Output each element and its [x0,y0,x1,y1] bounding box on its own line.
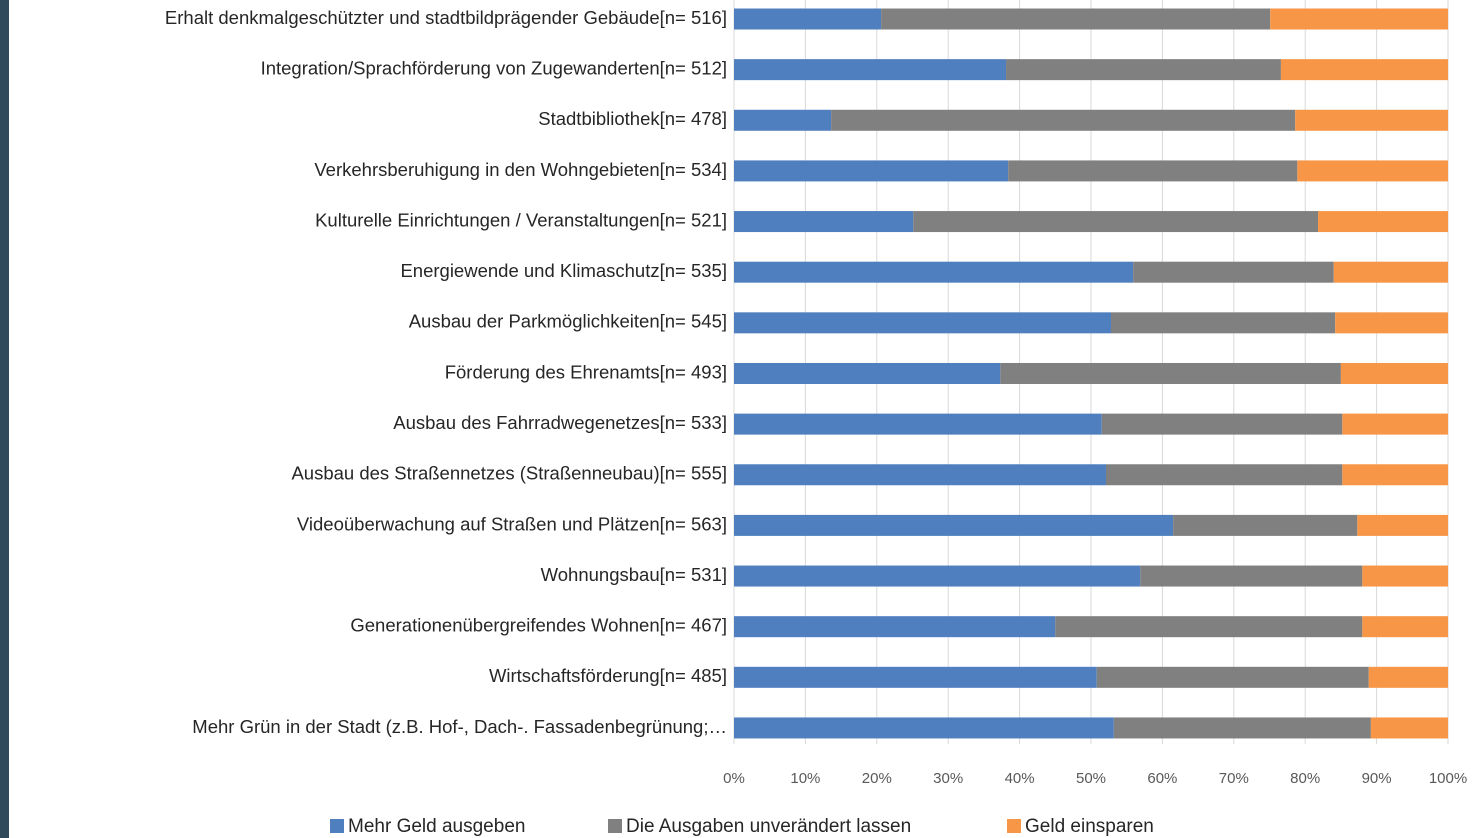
x-tick-label: 80% [1290,770,1320,787]
bar-segment [1318,211,1448,233]
bar-segment [1133,261,1334,283]
x-tick-label: 40% [1005,770,1035,787]
bar-segment [734,362,1001,384]
bar-segment [1368,666,1448,688]
bar-segment [734,666,1097,688]
bar-segment [734,160,1009,182]
bar-segment [734,59,1007,81]
y-tick-label: Ausbau des Straßennetzes (Straßenneubau)… [291,463,727,484]
bar-segment [1342,413,1448,435]
window-edge [0,0,9,838]
bar-segment [734,717,1114,739]
y-tick-label: Förderung des Ehrenamts[n= 493] [445,361,727,382]
bar-segment [734,413,1102,435]
x-tick-label: 70% [1219,770,1249,787]
x-tick-label: 20% [862,770,892,787]
bar-segment [1270,8,1448,30]
bar-segment [1280,59,1448,81]
bar-segment [1357,514,1448,536]
y-tick-label: Integration/Sprachförderung von Zugewand… [261,58,727,79]
bar-segment [831,109,1296,131]
x-tick-label: 0% [723,770,745,787]
bar-segment [1140,565,1363,587]
y-tick-label: Generationenübergreifendes Wohnen[n= 467… [350,615,727,636]
y-tick-label: Wirtschaftsförderung[n= 485] [489,665,727,686]
bar-segment [734,514,1174,536]
x-tick-label: 60% [1147,770,1177,787]
y-tick-label: Ausbau der Parkmöglichkeiten[n= 545] [409,311,727,332]
legend-label: Die Ausgaben unverändert lassen [626,816,911,837]
bar-segment [1340,362,1448,384]
bar-segment [734,464,1106,486]
bar-segment [734,312,1111,334]
y-tick-label: Ausbau des Fahrradwegenetzes[n= 533] [393,412,727,433]
legend-label: Geld einsparen [1025,816,1154,837]
bar-segment [734,565,1141,587]
bar-segment [1295,109,1448,131]
y-tick-label: Stadtbibliothek[n= 478] [538,108,727,129]
bar-segment [1055,616,1363,638]
y-tick-label: Verkehrsberuhigung in den Wohngebieten[n… [314,159,727,180]
x-tick-label: 30% [933,770,963,787]
bar-segment [1173,514,1358,536]
y-tick-label: Energiewende und Klimaschutz[n= 535] [400,260,727,281]
bar-segment [734,616,1056,638]
bar-segment [1105,464,1343,486]
y-tick-label: Mehr Grün in der Stadt (z.B. Hof-, Dach-… [192,716,727,737]
bar-segment [1000,362,1341,384]
bar-segment [1362,565,1448,587]
legend-swatch [1007,819,1021,833]
x-tick-label: 90% [1362,770,1392,787]
x-tick-label: 100% [1429,770,1467,787]
y-tick-label: Erhalt denkmalgeschützter und stadtbildp… [165,7,727,28]
bar-segment [1110,312,1336,334]
y-tick-label: Kulturelle Einrichtungen / Veranstaltung… [315,209,727,230]
y-tick-label: Wohnungsbau[n= 531] [541,564,727,585]
bar-segment [1362,616,1448,638]
bar-segment [1101,413,1343,435]
bar-segment [1008,160,1298,182]
bar-segment [1342,464,1448,486]
bar-segment [1333,261,1448,283]
bar-segment [734,109,832,131]
bar-segment [1113,717,1371,739]
x-tick-label: 10% [790,770,820,787]
legend-swatch [330,819,344,833]
bar-segment [734,8,882,30]
y-tick-label: Videoüberwachung auf Straßen und Plätzen… [297,513,727,534]
bar-segment [1370,717,1448,739]
bar-segment [734,261,1134,283]
bar-segment [913,211,1319,233]
bar-segment [734,211,914,233]
x-tick-label: 50% [1076,770,1106,787]
legend-label: Mehr Geld ausgeben [348,816,525,837]
bar-segment [1335,312,1448,334]
bar-segment [1096,666,1369,688]
bar-segment [881,8,1271,30]
legend-swatch [608,819,622,833]
bar-segment [1297,160,1448,182]
bar-segment [1006,59,1281,81]
